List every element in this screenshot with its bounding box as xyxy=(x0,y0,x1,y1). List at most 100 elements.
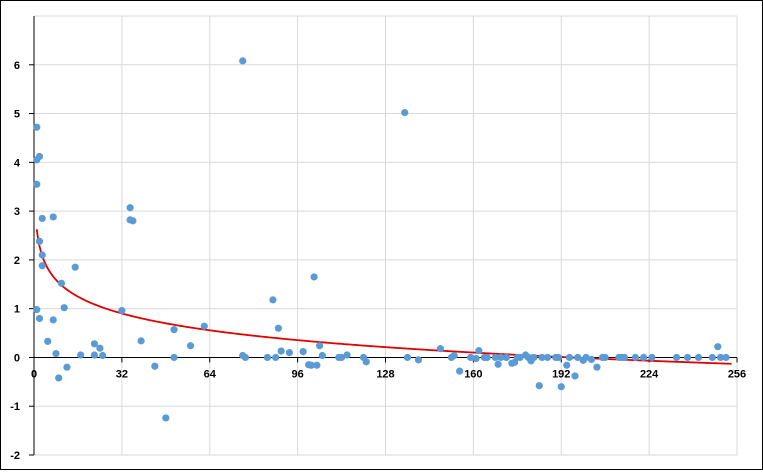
data-point xyxy=(272,353,280,362)
data-point xyxy=(535,382,543,390)
data-point xyxy=(170,353,178,362)
data-point xyxy=(137,337,145,345)
data-point xyxy=(362,358,370,366)
data-point xyxy=(186,342,195,350)
data-point xyxy=(35,152,44,161)
data-point xyxy=(99,351,107,360)
data-point xyxy=(722,353,730,362)
data-point xyxy=(401,108,409,117)
data-point xyxy=(403,353,412,362)
x-tick-label: 224 xyxy=(640,368,659,380)
y-tick-labels: -2 -1 0 1 2 3 4 5 6 xyxy=(10,60,21,462)
data-point xyxy=(33,306,41,314)
data-point xyxy=(241,353,250,362)
axes xyxy=(29,16,738,456)
x-tick-label: 64 xyxy=(204,368,217,380)
data-point xyxy=(126,204,134,212)
data-point xyxy=(530,353,538,362)
data-point xyxy=(310,273,318,281)
x-tick-label: 192 xyxy=(552,368,570,380)
data-point xyxy=(38,262,46,270)
data-point xyxy=(60,304,68,312)
data-point xyxy=(77,351,85,359)
data-point xyxy=(436,345,445,353)
data-point xyxy=(63,363,71,371)
data-point xyxy=(313,361,321,369)
data-point xyxy=(49,316,57,324)
data-point xyxy=(49,213,57,221)
data-point xyxy=(456,367,464,375)
x-tick-label: 160 xyxy=(464,368,482,380)
data-point xyxy=(337,353,346,362)
data-point xyxy=(601,353,609,362)
data-point xyxy=(414,356,423,364)
data-point xyxy=(708,353,716,362)
data-point xyxy=(631,353,639,362)
data-point xyxy=(44,337,52,345)
y-tick-label: 5 xyxy=(14,109,20,121)
data-point xyxy=(620,353,629,362)
data-point xyxy=(35,237,44,245)
y-tick-label: 2 xyxy=(14,255,20,267)
data-point xyxy=(170,326,178,334)
data-point xyxy=(118,307,126,315)
data-point xyxy=(129,217,137,225)
y-tick-label: 4 xyxy=(14,157,21,169)
data-point xyxy=(640,353,648,362)
data-point xyxy=(33,123,41,131)
data-point xyxy=(582,353,590,362)
trend-line xyxy=(35,229,732,365)
data-point xyxy=(516,353,524,362)
y-tick-label: 3 xyxy=(14,206,20,218)
y-tick-label: 6 xyxy=(14,60,20,72)
data-point xyxy=(648,353,656,362)
x-tick-label: 96 xyxy=(292,368,304,380)
data-point xyxy=(554,353,563,362)
data-point xyxy=(38,251,46,259)
y-tick-label: -2 xyxy=(10,450,20,462)
data-point xyxy=(33,180,41,188)
x-tick-label: 32 xyxy=(116,368,128,380)
data-point xyxy=(299,347,307,356)
data-point xyxy=(90,351,99,359)
data-point xyxy=(557,383,565,391)
data-point xyxy=(151,362,159,370)
data-point xyxy=(239,57,247,65)
data-point xyxy=(538,353,546,362)
x-tick-label: 128 xyxy=(376,368,394,380)
data-point xyxy=(269,296,277,304)
data-point xyxy=(285,348,293,357)
data-point xyxy=(714,343,722,351)
data-point xyxy=(57,279,66,287)
data-point xyxy=(96,344,104,352)
data-point xyxy=(38,214,46,223)
data-points xyxy=(33,57,730,422)
data-point xyxy=(52,349,60,358)
data-point xyxy=(716,353,725,362)
data-point xyxy=(200,322,208,330)
trendline xyxy=(35,229,732,365)
data-point xyxy=(574,353,582,362)
gridlines xyxy=(34,15,738,456)
y-tick-label: 1 xyxy=(14,304,20,316)
data-point xyxy=(491,353,499,362)
data-point xyxy=(307,361,315,369)
y-tick-label: 0 xyxy=(14,352,20,364)
data-point xyxy=(563,361,571,369)
data-point xyxy=(35,314,44,323)
data-point xyxy=(162,414,170,422)
data-point xyxy=(694,353,703,362)
data-point xyxy=(55,374,63,382)
x-tick-label: 0 xyxy=(31,368,37,380)
data-point xyxy=(683,353,692,362)
data-point xyxy=(71,263,79,271)
data-point xyxy=(263,353,272,362)
data-point xyxy=(571,372,579,380)
x-tick-labels: 0 32 64 96 128 160 192 224 256 xyxy=(31,368,746,380)
data-point xyxy=(315,342,324,350)
data-point xyxy=(494,360,502,368)
data-point xyxy=(472,354,480,363)
data-point xyxy=(274,324,282,332)
